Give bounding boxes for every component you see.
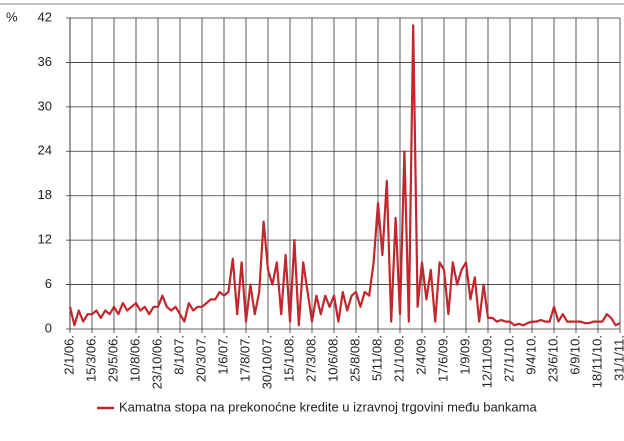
- y-tick-label: 30: [38, 98, 52, 113]
- x-tick-label: 1/9/09.: [457, 335, 472, 375]
- x-tick-label: 29/5/06.: [105, 335, 120, 382]
- x-tick-label: 15/1/08.: [281, 335, 296, 382]
- x-tick-label: 18/11/10.: [589, 335, 604, 388]
- x-tick-label: 10/6/08.: [325, 335, 340, 382]
- x-tick-label: 5/11/08.: [369, 335, 384, 381]
- x-tick-label: 12/11/09.: [479, 335, 494, 388]
- data-line: [68, 24, 621, 327]
- x-tick-label: 27/1/10.: [501, 335, 516, 382]
- x-tick-label: 25/8/08.: [347, 335, 362, 382]
- x-tick-label: 6/9/10.: [567, 335, 582, 375]
- x-tick-label: 17/8/07.: [237, 335, 252, 382]
- x-tick-label: 8/1/07.: [171, 335, 186, 375]
- x-tick-label: 31/1/11.: [611, 335, 624, 381]
- x-tick-label: 21/1/09.: [391, 335, 406, 382]
- x-tick-label: 15/3/06.: [83, 335, 98, 382]
- y-tick-label: 12: [38, 232, 52, 247]
- x-tick-label: 17/6/09.: [435, 335, 450, 382]
- x-tick-label: 30/10/07.: [259, 335, 274, 389]
- x-tick-label: 2/1/06.: [61, 335, 76, 375]
- x-tick-label: 1/6/07.: [215, 335, 230, 375]
- x-tick-label: 9/4/10.: [523, 335, 538, 375]
- x-tick-label: 23/10/06.: [149, 335, 164, 389]
- x-tick-label: 27/3/08.: [303, 335, 318, 382]
- legend-label: Kamatna stopa na prekonoćne kredite u iz…: [119, 399, 537, 414]
- y-axis-label: %: [6, 9, 18, 24]
- y-tick-label: 24: [38, 143, 52, 158]
- y-tick-label: 36: [38, 54, 52, 69]
- y-tick-label: 18: [38, 187, 52, 202]
- x-tick-label: 2/4/09.: [413, 335, 428, 375]
- x-tick-label: 20/3/07.: [193, 335, 208, 382]
- x-tick-label: 23/6/10.: [545, 335, 560, 382]
- y-tick-label: 0: [45, 320, 52, 335]
- y-tick-label: 6: [45, 276, 52, 291]
- y-tick-label: 42: [38, 9, 52, 24]
- x-tick-label: 10/8/06.: [127, 335, 142, 382]
